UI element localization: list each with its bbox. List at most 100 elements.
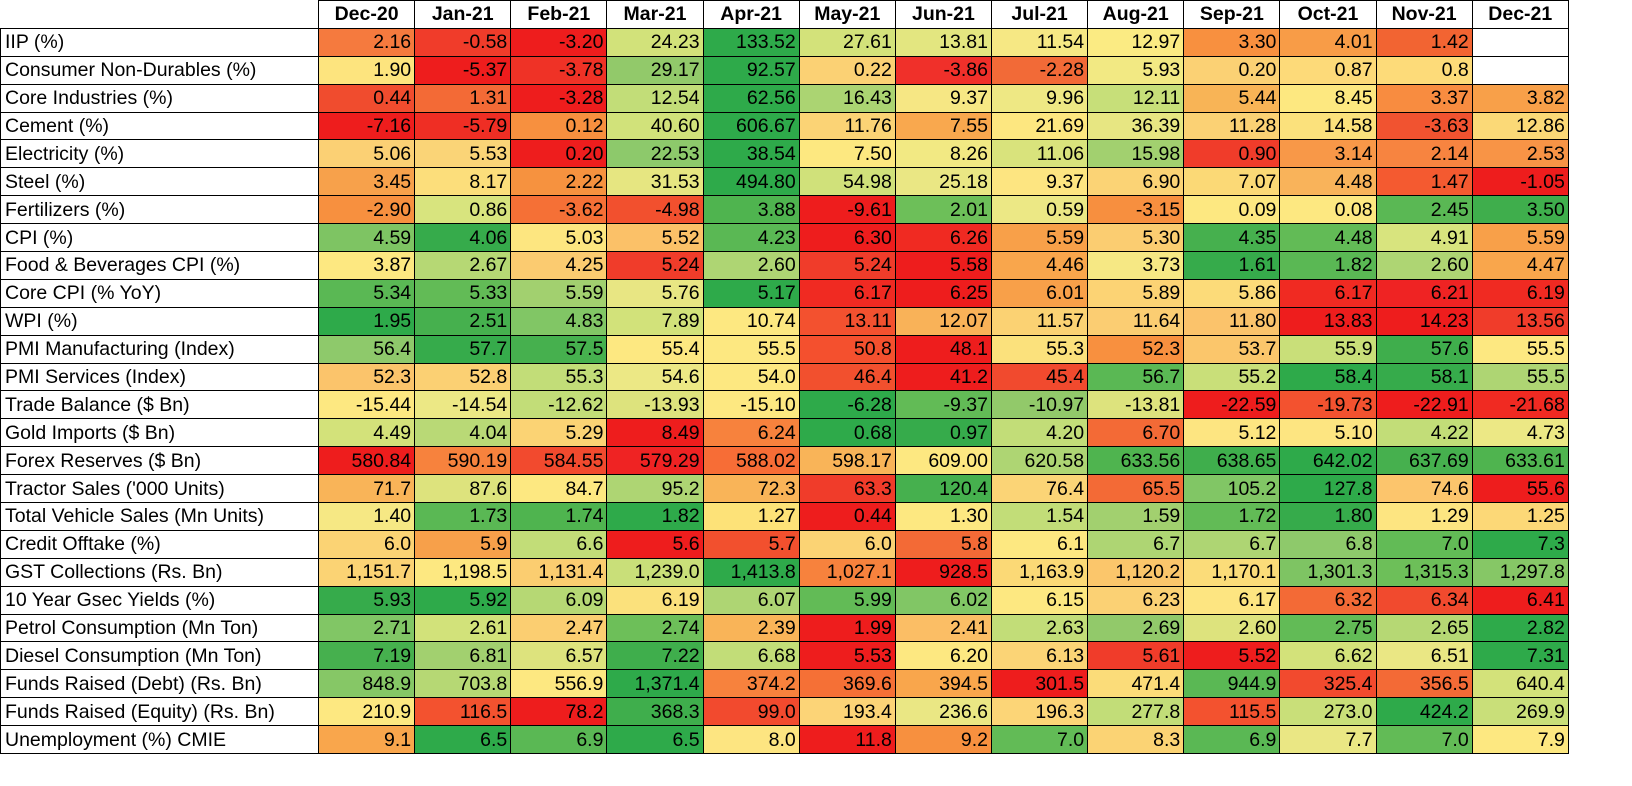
heatmap-cell: 8.49 — [606, 418, 704, 448]
row-label: CPI (%) — [0, 223, 319, 253]
table-row: Core Industries (%) 0.44 1.31 -3.28 12.54 62.… — [0, 83, 1569, 113]
heatmap-cell: 55.5 — [702, 334, 800, 364]
heatmap-cell: 5.06 — [317, 139, 416, 169]
heatmap-cell: 579.29 — [606, 446, 704, 476]
heatmap-cell: 1,371.4 — [606, 669, 704, 699]
heatmap-cell: 6.17 — [798, 278, 896, 308]
heatmap-cell: 92.57 — [702, 55, 800, 85]
table-row: Electricity (%) 5.06 5.53 0.20 22.53 38.54 7.5… — [0, 139, 1569, 169]
heatmap-cell: -3.78 — [510, 55, 608, 85]
heatmap-cell: 620.58 — [990, 446, 1089, 476]
heatmap-cell: 6.30 — [798, 223, 896, 253]
column-header: Dec-20 — [317, 0, 416, 29]
heatmap-cell: 4.47 — [1471, 251, 1569, 280]
heatmap-cell: 45.4 — [990, 362, 1089, 392]
heatmap-cell: 5.9 — [414, 529, 512, 559]
heatmap-cell: 57.7 — [414, 334, 512, 364]
heatmap-cell: 7.9 — [1471, 725, 1569, 755]
heatmap-cell: 12.11 — [1087, 83, 1185, 113]
heatmap-cell: 928.5 — [894, 557, 992, 587]
heatmap-cell: 633.56 — [1087, 446, 1185, 476]
heatmap-cell: 7.19 — [317, 641, 416, 671]
heatmap-cell: 6.5 — [606, 725, 704, 755]
heatmap-cell: 57.6 — [1375, 334, 1473, 364]
heatmap-cell: 8.45 — [1279, 83, 1377, 113]
heatmap-cell: 12.86 — [1471, 111, 1569, 141]
heatmap-cell: 95.2 — [606, 474, 704, 504]
heatmap-cell: 8.3 — [1087, 725, 1185, 755]
heatmap-cell: 584.55 — [510, 446, 608, 476]
heatmap-cell: 76.4 — [990, 474, 1089, 504]
heatmap-cell: 12.07 — [894, 306, 992, 336]
heatmap-cell: 5.7 — [702, 529, 800, 559]
heatmap-cell: -3.62 — [510, 195, 608, 225]
heatmap-cell: 640.4 — [1471, 669, 1569, 699]
heatmap-cell: 1,163.9 — [990, 557, 1089, 587]
row-label: WPI (%) — [0, 306, 319, 336]
heatmap-cell: 11.80 — [1183, 306, 1281, 336]
row-label: Fertilizers (%) — [0, 195, 319, 225]
heatmap-cell: 2.71 — [317, 613, 416, 643]
heatmap-cell: 1,239.0 — [606, 557, 704, 587]
heatmap-cell: 13.81 — [894, 27, 992, 57]
heatmap-cell: 54.0 — [702, 362, 800, 392]
heatmap-cell: 394.5 — [894, 669, 992, 699]
heatmap-cell: 6.9 — [510, 725, 608, 755]
heatmap-cell: 2.22 — [510, 167, 608, 197]
heatmap-cell: 369.6 — [798, 669, 896, 699]
heatmap-cell: 301.5 — [990, 669, 1089, 699]
heatmap-cell: 6.7 — [1183, 529, 1281, 559]
heatmap-cell: 87.6 — [414, 474, 512, 504]
heatmap-cell: 65.5 — [1087, 474, 1185, 504]
heatmap-cell: 5.59 — [1471, 223, 1569, 253]
heatmap-cell: 2.74 — [606, 613, 704, 643]
heatmap-cell: 0.44 — [317, 83, 416, 113]
heatmap-cell: 6.32 — [1279, 585, 1377, 615]
table-row: IIP (%) 2.16 -0.58 -3.20 24.23 133.52 27.61 13.… — [0, 27, 1569, 57]
heatmap-cell: 3.82 — [1471, 83, 1569, 113]
heatmap-cell: 4.48 — [1279, 167, 1377, 197]
heatmap-cell: 609.00 — [894, 446, 992, 476]
heatmap-cell: 133.52 — [702, 27, 800, 57]
heatmap-cell: 6.24 — [702, 418, 800, 448]
column-header: Mar-21 — [606, 0, 704, 29]
heatmap-cell: 1.95 — [317, 306, 416, 336]
row-label: Funds Raised (Equity) (Rs. Bn) — [0, 697, 319, 727]
heatmap-cell: -13.93 — [606, 390, 704, 420]
heatmap-cell: 5.59 — [510, 278, 608, 308]
heatmap-cell: 6.0 — [317, 529, 416, 559]
heatmap-cell: 2.39 — [702, 613, 800, 643]
heatmap-cell: 0.97 — [894, 418, 992, 448]
heatmap-cell: 5.86 — [1183, 278, 1281, 308]
heatmap-cell: 41.2 — [894, 362, 992, 392]
row-label: Food & Beverages CPI (%) — [0, 251, 319, 280]
heatmap-cell: 50.8 — [798, 334, 896, 364]
heatmap-cell: 4.48 — [1279, 223, 1377, 253]
row-label: Electricity (%) — [0, 139, 319, 169]
heatmap-cell: 944.9 — [1183, 669, 1281, 699]
heatmap-cell: 3.30 — [1183, 27, 1281, 57]
table-row: WPI (%) 1.95 2.51 4.83 7.89 10.74 13.11 12.07 11… — [0, 306, 1569, 336]
heatmap-cell: 4.73 — [1471, 418, 1569, 448]
heatmap-cell: -3.86 — [894, 55, 992, 85]
table-row: Funds Raised (Debt) (Rs. Bn) 848.9 703.8 55… — [0, 669, 1569, 699]
heatmap-cell: 57.5 — [510, 334, 608, 364]
heatmap-cell: 55.9 — [1279, 334, 1377, 364]
row-label: Gold Imports ($ Bn) — [0, 418, 319, 448]
heatmap-cell: -1.05 — [1471, 167, 1569, 197]
heatmap-cell: 1,315.3 — [1375, 557, 1473, 587]
heatmap-cell: 9.37 — [894, 83, 992, 113]
heatmap-cell: 29.17 — [606, 55, 704, 85]
heatmap-cell: 5.34 — [317, 278, 416, 308]
heatmap-cell: 1.31 — [414, 83, 512, 113]
row-label: Cement (%) — [0, 111, 319, 141]
heatmap-cell: 55.6 — [1471, 474, 1569, 504]
heatmap-cell: 12.54 — [606, 83, 704, 113]
heatmap-cell: -14.54 — [414, 390, 512, 420]
heatmap-cell: 13.56 — [1471, 306, 1569, 336]
heatmap-cell: 6.5 — [414, 725, 512, 755]
heatmap-cell: 84.7 — [510, 474, 608, 504]
heatmap-cell: 9.96 — [990, 83, 1089, 113]
heatmap-cell: 0.44 — [798, 502, 896, 531]
column-header: May-21 — [798, 0, 896, 29]
